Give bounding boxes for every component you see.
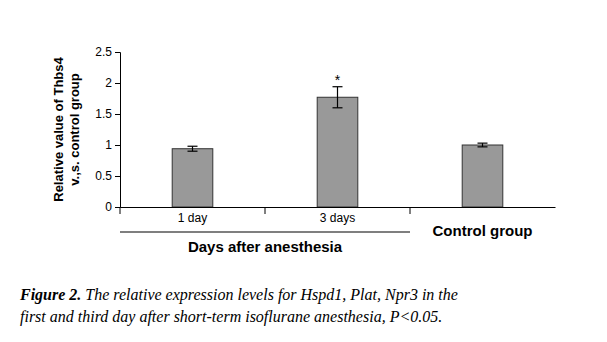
plot-area: [172, 87, 503, 207]
category-divider: [265, 207, 266, 214]
error-bar-stem: [337, 87, 338, 108]
annotation: *: [335, 72, 341, 88]
y-tick-mark: [115, 83, 120, 84]
y-tick-mark: [115, 176, 120, 177]
error-bar-cap: [188, 151, 198, 152]
category-divider: [410, 207, 411, 214]
y-tick-label: 0: [105, 200, 112, 214]
error-bar-cap: [333, 107, 343, 108]
y-axis-title: Relative value of Thbs4v.,s. control gro…: [51, 56, 82, 201]
x-axis: 1 day 3 days Control group: [121, 207, 556, 239]
chart-svg: 0 0.5 1 1.5 2 2.5 1 day 3 days Control group Days…: [0, 0, 607, 342]
caption-label: Figure 2.: [19, 286, 81, 304]
chart-container: 0 0.5 1 1.5 2 2.5 1 day 3 days Control group Days…: [0, 0, 607, 342]
error-bar-stem: [192, 146, 193, 151]
y-tick-mark: [115, 145, 120, 146]
y-tick-label: 1: [105, 138, 112, 152]
caption-text: The relative expression levels for Hspd1…: [85, 286, 458, 304]
y-tick: 0: [105, 200, 120, 214]
error-bar: [333, 87, 343, 108]
y-tick: 1.5: [95, 107, 120, 121]
category-divider: [120, 207, 121, 214]
error-bar-cap: [478, 143, 488, 144]
y-tick-label: 2: [105, 76, 112, 90]
caption-line: first and third day after short-term iso…: [20, 308, 442, 326]
y-tick-label: 0.5: [95, 169, 112, 183]
x-tick: 3 days: [320, 207, 355, 225]
y-tick-mark: [115, 52, 120, 53]
bar: [317, 97, 358, 207]
category-dividers: [120, 207, 410, 214]
y-tick: 2: [105, 76, 120, 90]
x-tick-label: Control group: [433, 222, 533, 239]
error-bar-cap: [478, 146, 488, 147]
y-tick: 1: [105, 138, 120, 152]
group-line: [120, 231, 410, 232]
x-tick-label: 3 days: [320, 211, 355, 225]
y-axis-title-line: Relative value of Thbs4: [51, 56, 66, 201]
y-tick: 2.5: [95, 45, 120, 59]
x-tick: 1 day: [178, 207, 207, 225]
x-tick: Control group: [433, 207, 533, 239]
y-tick-mark: [115, 114, 120, 115]
y-tick-label: 1.5: [95, 107, 112, 121]
error-bar-cap: [188, 146, 198, 147]
error-bar: [478, 143, 488, 147]
caption: Figure 2.The relative expression levels …: [19, 286, 458, 326]
y-axis-title-line: v.,s. control group: [67, 73, 82, 185]
y-tick-mark: [115, 207, 120, 208]
y-axis: 0 0.5 1 1.5 2 2.5: [95, 45, 120, 214]
bar: [462, 145, 503, 207]
x-tick-label: 1 day: [178, 211, 207, 225]
group-label: Days after anesthesia: [188, 238, 343, 255]
y-axis-line: [115, 53, 121, 208]
error-bar: [188, 146, 198, 151]
y-tick: 0.5: [95, 169, 120, 183]
x-axis-line: [121, 207, 556, 208]
caption-line: Figure 2.The relative expression levels …: [19, 286, 458, 304]
bar: [172, 149, 213, 207]
y-tick-label: 2.5: [95, 45, 112, 59]
